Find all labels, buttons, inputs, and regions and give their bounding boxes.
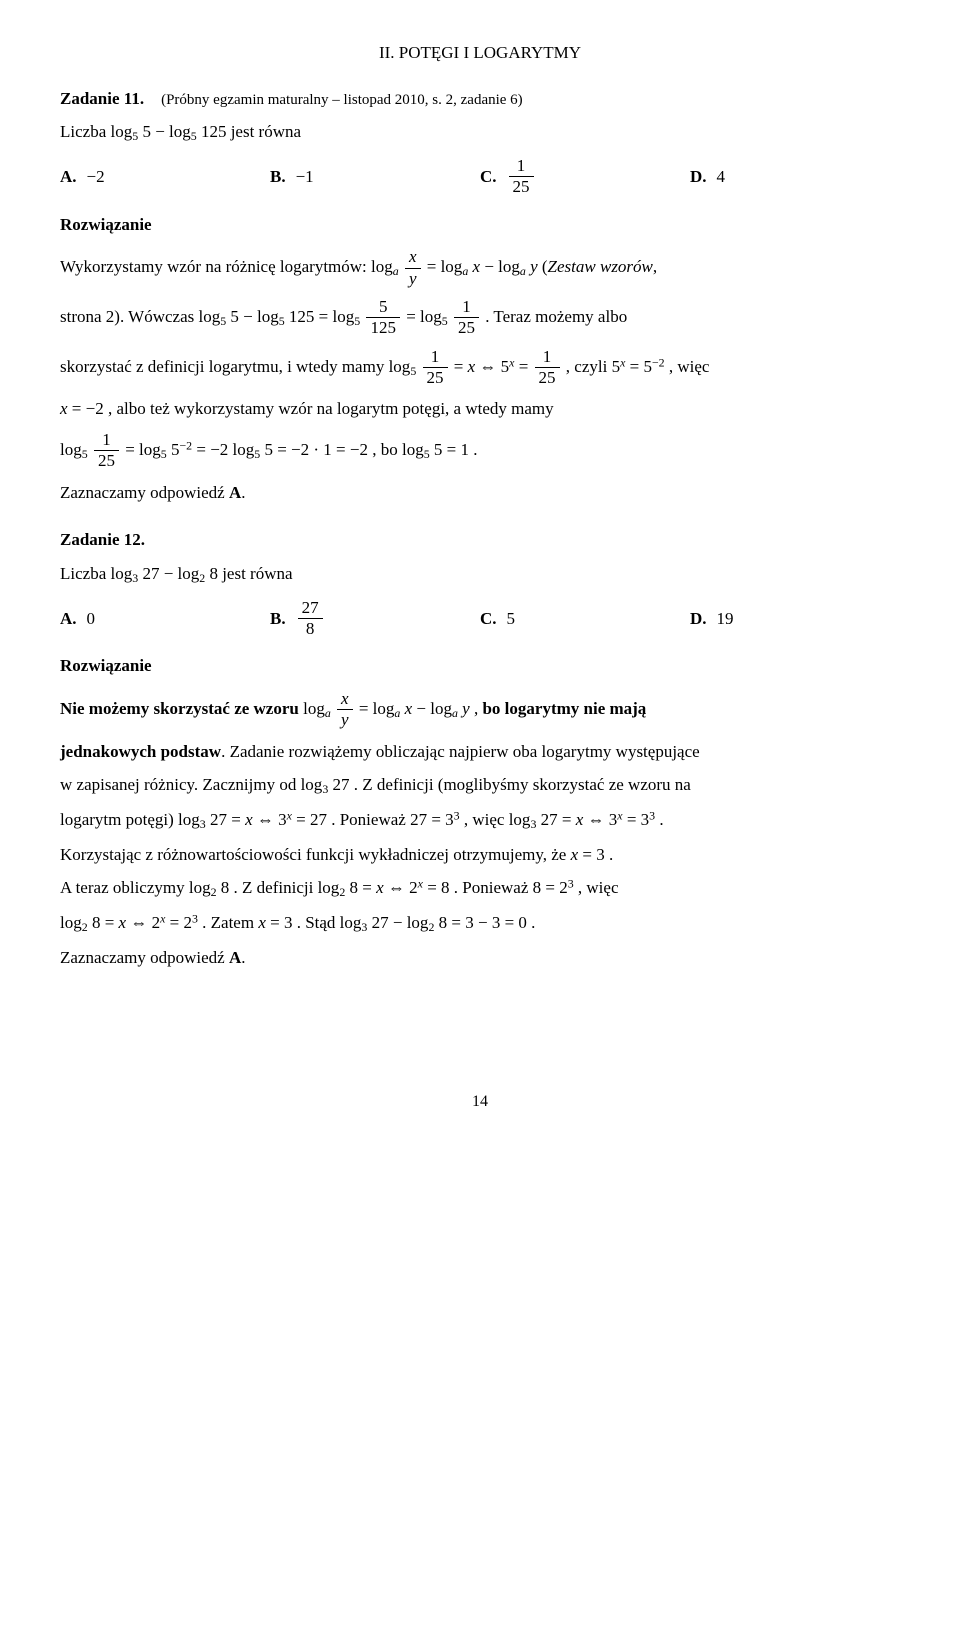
- task-11-question: Liczba log5 5 − log5 125 jest równa: [60, 119, 900, 146]
- task-11-source: (Próbny egzamin maturalny – listopad 201…: [161, 92, 523, 108]
- option-c-value: 5: [507, 606, 516, 632]
- option-d: D. 4: [690, 156, 900, 198]
- option-a-value: 0: [87, 606, 96, 632]
- task-12-solution-line: jednakowych podstaw. Zadanie rozwiążemy …: [60, 739, 900, 765]
- task-11-label: Zadanie 11.: [60, 89, 144, 108]
- option-a: A. 0: [60, 598, 270, 640]
- option-b-label: B.: [270, 606, 286, 632]
- task-12-solution-line: log2 8 = x ⇔ 2x = 23 . Zatem x = 3 . Stą…: [60, 910, 900, 937]
- option-c: C. 1 25: [480, 156, 690, 198]
- page-number: 14: [60, 1090, 900, 1114]
- option-a-value: −2: [87, 164, 105, 190]
- option-d-value: 19: [717, 606, 734, 632]
- task-11-solution-line: x = −2 , albo też wykorzystamy wzór na l…: [60, 396, 900, 422]
- task-12-solution-line: Zaznaczamy odpowiedź A.: [60, 945, 900, 971]
- text: jest równa: [231, 122, 301, 141]
- fraction-denominator: 25: [509, 177, 534, 197]
- task-11-solution-line: Zaznaczamy odpowiedź A.: [60, 480, 900, 506]
- task-12-title: Zadanie 12.: [60, 527, 900, 553]
- option-d-label: D.: [690, 606, 707, 632]
- option-d-value: 4: [717, 164, 726, 190]
- chapter-header: II. POTĘGI I LOGARYTMY: [60, 40, 900, 66]
- task-12-options: A. 0 B. 27 8 C. 5 D. 19: [60, 598, 900, 640]
- task-11-solution-line: skorzystać z definicji logarytmu, i wted…: [60, 347, 900, 389]
- task-12-solution-line: w zapisanej różnicy. Zacznijmy od log3 2…: [60, 772, 900, 799]
- task-12-solution-line: Nie możemy skorzystać ze wzoru loga xy =…: [60, 689, 900, 731]
- text: jest równa: [222, 564, 292, 583]
- task-11-options: A. −2 B. −1 C. 1 25 D. 4: [60, 156, 900, 198]
- fraction-numerator: 1: [509, 156, 534, 177]
- option-c-label: C.: [480, 606, 497, 632]
- math-expression: log3 27 − log2 8: [111, 564, 218, 583]
- task-12-solution-line: A teraz obliczymy log2 8 . Z definicji l…: [60, 875, 900, 902]
- option-d-label: D.: [690, 164, 707, 190]
- fraction-numerator: 27: [298, 598, 323, 619]
- option-d: D. 19: [690, 598, 900, 640]
- text: Liczba: [60, 564, 111, 583]
- option-b-value: 27 8: [298, 598, 323, 640]
- option-a-label: A.: [60, 164, 77, 190]
- option-c-value: 1 25: [509, 156, 534, 198]
- option-b: B. 27 8: [270, 598, 480, 640]
- task-12-label: Zadanie 12.: [60, 530, 145, 549]
- option-c-label: C.: [480, 164, 497, 190]
- solution-heading: Rozwiązanie: [60, 212, 900, 238]
- option-c: C. 5: [480, 598, 690, 640]
- task-12-question: Liczba log3 27 − log2 8 jest równa: [60, 561, 900, 588]
- option-b-label: B.: [270, 164, 286, 190]
- math-expression: log5 5 − log5 125: [111, 122, 227, 141]
- text: Liczba: [60, 122, 111, 141]
- task-12-solution-line: Korzystając z różnowartościowości funkcj…: [60, 842, 900, 868]
- option-a-label: A.: [60, 606, 77, 632]
- fraction-denominator: 8: [298, 619, 323, 639]
- option-a: A. −2: [60, 156, 270, 198]
- solution-heading: Rozwiązanie: [60, 653, 900, 679]
- option-b-value: −1: [296, 164, 314, 190]
- option-b: B. −1: [270, 156, 480, 198]
- task-11-title: Zadanie 11. (Próbny egzamin maturalny – …: [60, 86, 900, 112]
- task-11-solution-line: strona 2). Wówczas log5 5 − log5 125 = l…: [60, 297, 900, 339]
- task-12-solution-line: logarytm potęgi) log3 27 = x ⇔ 3x = 27 .…: [60, 807, 900, 834]
- task-11-solution-line: log5 125 = log5 5−2 = −2 log5 5 = −2 · 1…: [60, 430, 900, 472]
- task-11-solution-line: Wykorzystamy wzór na różnicę logarytmów:…: [60, 247, 900, 289]
